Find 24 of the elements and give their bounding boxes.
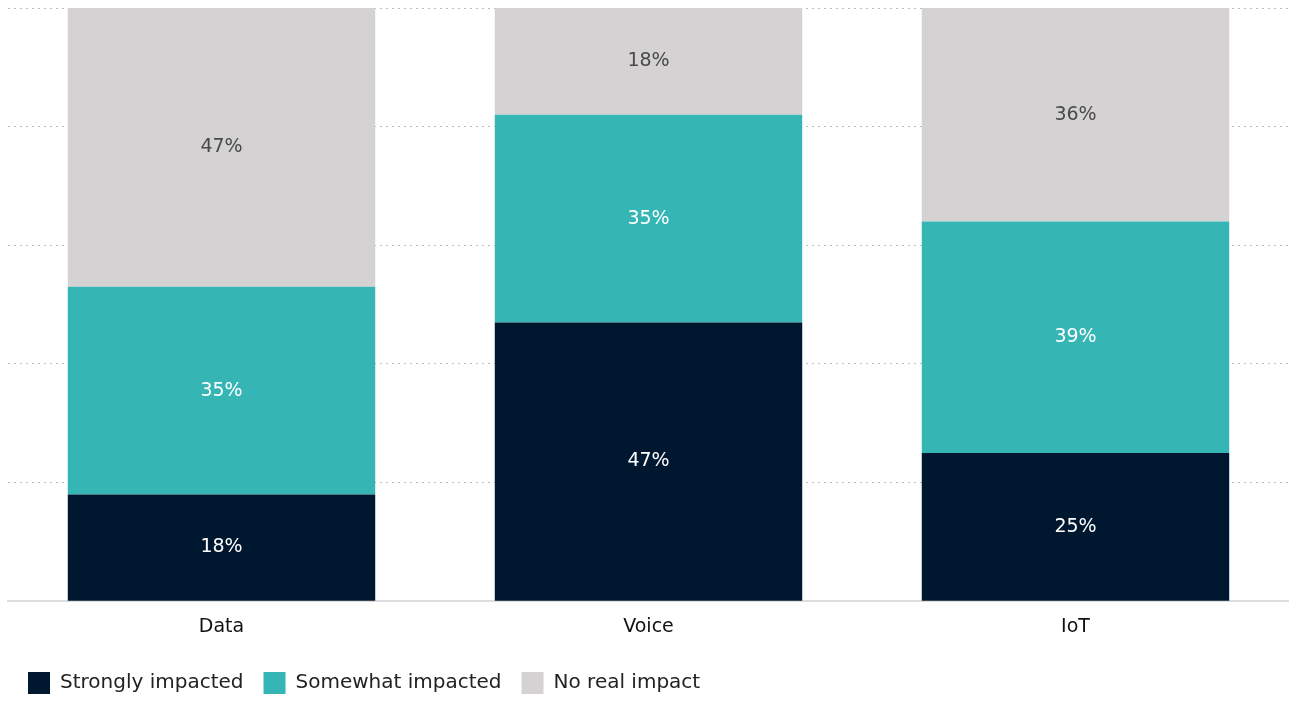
- bar: [921, 452, 1230, 601]
- legend-label: Somewhat impacted: [295, 669, 502, 694]
- x-tick-label: Voice: [623, 613, 674, 636]
- x-tick-label: IoT: [1061, 613, 1091, 636]
- data-label: 18%: [200, 534, 243, 557]
- data-label: 35%: [627, 205, 670, 228]
- data-label: 18%: [627, 48, 670, 71]
- bar: [921, 8, 1230, 222]
- data-label: 47%: [627, 448, 670, 471]
- data-label: 25%: [1054, 513, 1097, 536]
- data-label: 35%: [200, 377, 243, 400]
- data-label: 39%: [1054, 324, 1097, 347]
- data-label: 47%: [200, 134, 243, 157]
- data-label: 36%: [1054, 101, 1097, 124]
- legend-label: No real impact: [553, 669, 701, 694]
- bar: [921, 221, 1230, 453]
- bar: [67, 286, 376, 495]
- bar: [67, 8, 376, 287]
- bar: [67, 494, 376, 601]
- bar: [494, 322, 803, 601]
- bar: [494, 8, 803, 115]
- legend-label: Strongly impacted: [60, 669, 244, 694]
- bar: [494, 114, 803, 323]
- x-tick-label: Data: [198, 613, 245, 636]
